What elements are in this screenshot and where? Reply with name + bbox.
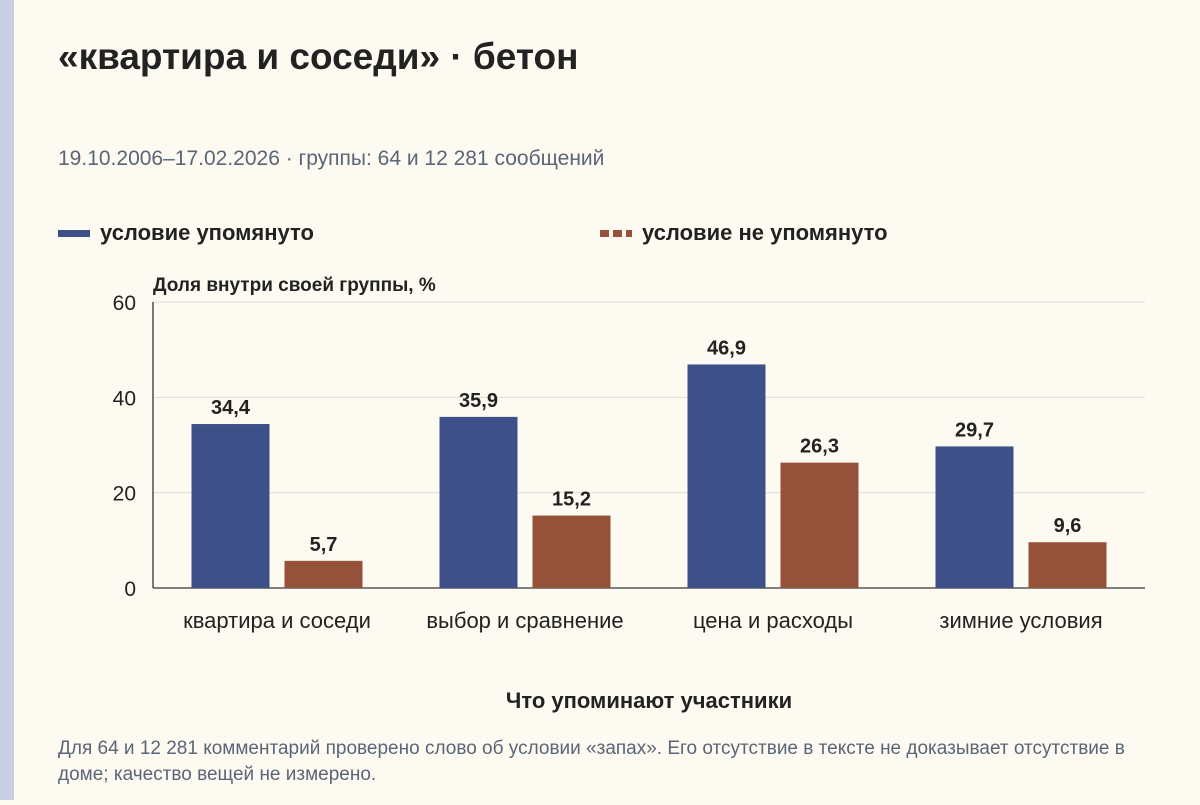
legend-item-not-mentioned: условие не упомянуто [600,220,888,246]
left-accent-bar [0,0,14,800]
y-tick-label: 20 [113,483,136,506]
y-tick-label: 60 [113,292,136,315]
chart-subtitle: 19.10.2006–17.02.2026 · группы: 64 и 12 … [58,147,605,170]
bar-not-mentioned [284,560,363,588]
x-tick-label: цена и расходы [693,608,853,633]
bar-value-label: 26,3 [800,436,839,458]
legend-item-mentioned: условие упомянуто [58,220,314,246]
x-tick-label: выбор и сравнение [426,608,623,633]
legend-swatch-not-mentioned [600,229,632,237]
bar-value-label: 5,7 [310,534,338,556]
bar-not-mentioned [780,462,859,588]
bar-not-mentioned [532,515,611,588]
bar-mentioned [439,416,518,588]
legend-swatch-mentioned [58,229,90,237]
bar-value-label: 15,2 [552,489,591,511]
x-tick-label: квартира и соседи [183,608,371,633]
footnote: Для 64 и 12 281 комментарий проверено сл… [58,738,1125,785]
y-axis-label: Доля внутри своей группы, % [153,275,436,296]
chart-title: «квартира и соседи» · бетон [58,36,579,77]
legend-label-not-mentioned: условие не упомянуто [642,220,888,245]
y-tick-label: 40 [113,387,136,410]
bar-value-label: 29,7 [955,419,994,441]
bar-mentioned [935,446,1014,588]
x-tick-label: зимние условия [939,608,1102,633]
bar-mentioned [191,424,270,588]
bar-not-mentioned [1028,542,1107,588]
bar-value-label: 34,4 [211,397,251,419]
bar-value-label: 35,9 [459,390,498,412]
legend-label-mentioned: условие упомянуто [100,220,314,245]
bar-value-label: 9,6 [1054,515,1082,537]
bar-mentioned [687,364,766,588]
y-tick-label: 0 [124,578,136,601]
bar-value-label: 46,9 [707,337,746,359]
x-axis-label: Что упоминают участники [506,688,792,713]
